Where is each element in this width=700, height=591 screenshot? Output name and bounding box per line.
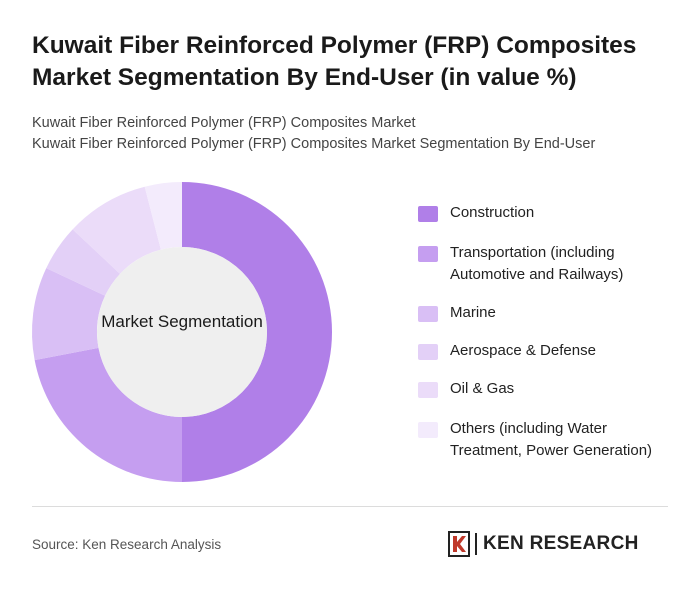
- chart-subtitle: Kuwait Fiber Reinforced Polymer (FRP) Co…: [32, 113, 672, 155]
- legend-swatch: [418, 382, 438, 398]
- legend-swatch: [418, 306, 438, 322]
- logo-separator: [475, 533, 477, 555]
- logo-text: KEN RESEARCH: [483, 533, 639, 554]
- ken-research-logo: KEN RESEARCH: [448, 531, 639, 557]
- chart-subtitle-line-2: Kuwait Fiber Reinforced Polymer (FRP) Co…: [32, 136, 596, 152]
- legend-swatch: [418, 422, 438, 438]
- chart-title-line-1: Kuwait Fiber Reinforced Polymer (FRP) Co…: [32, 32, 637, 59]
- chart-title-line-2: Market Segmentation By End-User (in valu…: [32, 64, 577, 91]
- legend-label: Aerospace & Defense: [450, 342, 596, 359]
- legend-label: Transportation (including Automotive and…: [450, 244, 624, 283]
- donut-slice-construction: [182, 182, 332, 482]
- legend-swatch: [418, 246, 438, 262]
- source-note: Source: Ken Research Analysis: [32, 537, 222, 552]
- legend-swatch: [418, 344, 438, 360]
- donut-slice-marine: [32, 268, 106, 361]
- legend-item: Others (including Water Treatment, Power…: [418, 418, 680, 462]
- legend-item: Construction: [418, 202, 680, 224]
- footer-divider: [32, 506, 668, 507]
- legend-label: Construction: [450, 204, 535, 221]
- donut-slice-aerospace: [46, 229, 121, 296]
- donut-hole: [97, 247, 267, 417]
- donut-center-label: Market Segmentation: [101, 312, 263, 331]
- donut-slice-others: [144, 182, 182, 250]
- chart-title: Kuwait Fiber Reinforced Polymer (FRP) Co…: [32, 30, 672, 94]
- legend-item: Aerospace & Defense: [418, 340, 680, 362]
- legend-item: Transportation (including Automotive and…: [418, 242, 680, 286]
- donut-slice-transportation: [34, 347, 182, 482]
- donut-chart: [32, 182, 332, 482]
- ken-research-logo-icon: [448, 531, 470, 557]
- legend-swatch: [418, 206, 438, 222]
- legend-label: Marine: [450, 304, 496, 321]
- legend-label: Others (including Water Treatment, Power…: [450, 420, 653, 459]
- chart-subtitle-line-1: Kuwait Fiber Reinforced Polymer (FRP) Co…: [32, 115, 416, 131]
- legend-item: Oil & Gas: [418, 378, 680, 400]
- legend-item: Marine: [418, 302, 680, 324]
- legend-label: Oil & Gas: [450, 380, 515, 397]
- donut-slice-oil: [72, 186, 161, 274]
